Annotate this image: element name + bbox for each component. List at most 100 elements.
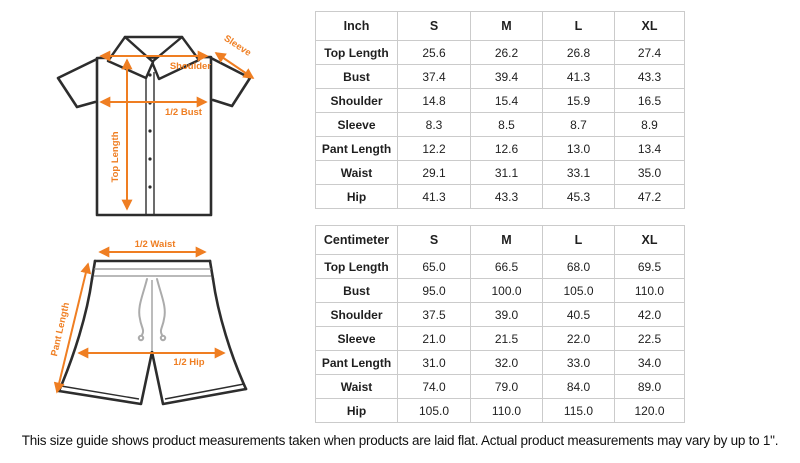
measurement-value: 34.0 bbox=[614, 350, 685, 375]
table-row: Sleeve 8.3 8.5 8.7 8.9 bbox=[315, 112, 685, 137]
measurement-value: 105.0 bbox=[542, 278, 615, 303]
measurement-value: 115.0 bbox=[542, 398, 615, 423]
row-label: Pant Length bbox=[315, 136, 398, 161]
row-label: Shoulder bbox=[315, 88, 398, 113]
measurement-value: 74.0 bbox=[397, 374, 471, 399]
size-table-centimeter: Centimeter S M L XL Top Length 65.0 66.5… bbox=[315, 225, 685, 423]
table-row: Hip 41.3 43.3 45.3 47.2 bbox=[315, 184, 685, 209]
column-header: L bbox=[542, 11, 615, 41]
measurement-value: 45.3 bbox=[542, 184, 615, 209]
top-length-label: Top Length bbox=[110, 131, 121, 182]
sleeve-label: Sleeve bbox=[222, 33, 253, 59]
garment-diagrams: Shoulder Sleeve 1/2 Bust Top Length bbox=[49, 33, 255, 406]
row-label: Shoulder bbox=[315, 302, 398, 327]
table-header-row: Inch S M L XL bbox=[315, 11, 685, 41]
measurement-value: 95.0 bbox=[397, 278, 471, 303]
measurement-value: 33.0 bbox=[542, 350, 615, 375]
measurement-value: 89.0 bbox=[614, 374, 685, 399]
measurement-value: 16.5 bbox=[614, 88, 685, 113]
measurement-value: 21.0 bbox=[397, 326, 471, 351]
table-header-row: Centimeter S M L XL bbox=[315, 225, 685, 255]
measurement-value: 69.5 bbox=[614, 254, 685, 279]
row-label: Waist bbox=[315, 160, 398, 185]
table-row: Hip 105.0 110.0 115.0 120.0 bbox=[315, 398, 685, 423]
column-header: S bbox=[397, 225, 471, 255]
measurement-value: 21.5 bbox=[470, 326, 543, 351]
row-label: Hip bbox=[315, 398, 398, 423]
size-tables: Inch S M L XL Top Length 25.6 26.2 26.8 … bbox=[315, 11, 685, 423]
row-label: Bust bbox=[315, 64, 398, 89]
column-header: XL bbox=[614, 11, 685, 41]
column-header: S bbox=[397, 11, 471, 41]
measurement-value: 32.0 bbox=[470, 350, 543, 375]
measurement-value: 15.9 bbox=[542, 88, 615, 113]
row-label: Sleeve bbox=[315, 326, 398, 351]
measurement-value: 31.0 bbox=[397, 350, 471, 375]
measurement-value: 68.0 bbox=[542, 254, 615, 279]
table-row: Bust 95.0 100.0 105.0 110.0 bbox=[315, 278, 685, 303]
half-bust-label: 1/2 Bust bbox=[165, 107, 203, 118]
measurement-value: 84.0 bbox=[542, 374, 615, 399]
table-row: Shoulder 14.8 15.4 15.9 16.5 bbox=[315, 88, 685, 113]
row-label: Hip bbox=[315, 184, 398, 209]
measurement-value: 27.4 bbox=[614, 40, 685, 65]
pant-length-arrow bbox=[53, 262, 92, 394]
column-header: M bbox=[470, 225, 543, 255]
table-row: Top Length 25.6 26.2 26.8 27.4 bbox=[315, 40, 685, 65]
measurement-value: 105.0 bbox=[397, 398, 471, 423]
measurement-value: 37.5 bbox=[397, 302, 471, 327]
table-row: Pant Length 31.0 32.0 33.0 34.0 bbox=[315, 350, 685, 375]
half-hip-label: 1/2 Hip bbox=[173, 357, 204, 368]
row-label: Sleeve bbox=[315, 112, 398, 137]
size-guide-note: This size guide shows product measuremen… bbox=[21, 433, 779, 448]
measurement-value: 15.4 bbox=[470, 88, 543, 113]
row-label: Pant Length bbox=[315, 350, 398, 375]
column-header: M bbox=[470, 11, 543, 41]
unit-header: Centimeter bbox=[315, 225, 398, 255]
measurement-value: 12.2 bbox=[397, 136, 471, 161]
sleeve-arrow bbox=[214, 52, 255, 79]
measurement-value: 29.1 bbox=[397, 160, 471, 185]
measurement-value: 120.0 bbox=[614, 398, 685, 423]
pant-length-label: Pant Length bbox=[49, 301, 72, 357]
measurement-value: 33.1 bbox=[542, 160, 615, 185]
row-label: Top Length bbox=[315, 254, 398, 279]
measurement-value: 42.0 bbox=[614, 302, 685, 327]
measurement-value: 8.7 bbox=[542, 112, 615, 137]
half-waist-label: 1/2 Waist bbox=[135, 239, 177, 250]
measurement-value: 8.9 bbox=[614, 112, 685, 137]
measurement-value: 65.0 bbox=[397, 254, 471, 279]
measurement-value: 22.5 bbox=[614, 326, 685, 351]
shirt-illustration: Shoulder Sleeve 1/2 Bust Top Length bbox=[56, 33, 255, 217]
table-row: Pant Length 12.2 12.6 13.0 13.4 bbox=[315, 136, 685, 161]
measurement-value: 40.5 bbox=[542, 302, 615, 327]
row-label: Bust bbox=[315, 278, 398, 303]
measurement-value: 26.8 bbox=[542, 40, 615, 65]
measurement-value: 25.6 bbox=[397, 40, 471, 65]
measurement-value: 110.0 bbox=[470, 398, 543, 423]
measurement-value: 39.4 bbox=[470, 64, 543, 89]
column-header: XL bbox=[614, 225, 685, 255]
measurement-value: 66.5 bbox=[470, 254, 543, 279]
measurement-value: 110.0 bbox=[614, 278, 685, 303]
measurement-value: 79.0 bbox=[470, 374, 543, 399]
measurement-value: 41.3 bbox=[397, 184, 471, 209]
shorts-illustration: 1/2 Waist Pant Length 1/2 Hip bbox=[49, 239, 248, 406]
size-table-inch: Inch S M L XL Top Length 25.6 26.2 26.8 … bbox=[315, 11, 685, 209]
measurement-value: 13.0 bbox=[542, 136, 615, 161]
table-row: Bust 37.4 39.4 41.3 43.3 bbox=[315, 64, 685, 89]
table-row: Shoulder 37.5 39.0 40.5 42.0 bbox=[315, 302, 685, 327]
table-row: Sleeve 21.0 21.5 22.0 22.5 bbox=[315, 326, 685, 351]
measurement-value: 31.1 bbox=[470, 160, 543, 185]
measurement-value: 100.0 bbox=[470, 278, 543, 303]
table-row: Waist 29.1 31.1 33.1 35.0 bbox=[315, 160, 685, 185]
row-label: Waist bbox=[315, 374, 398, 399]
measurement-value: 26.2 bbox=[470, 40, 543, 65]
measurement-value: 35.0 bbox=[614, 160, 685, 185]
measurement-value: 43.3 bbox=[614, 64, 685, 89]
measurement-value: 41.3 bbox=[542, 64, 615, 89]
measurement-value: 8.5 bbox=[470, 112, 543, 137]
measurement-value: 8.3 bbox=[397, 112, 471, 137]
measurement-value: 39.0 bbox=[470, 302, 543, 327]
